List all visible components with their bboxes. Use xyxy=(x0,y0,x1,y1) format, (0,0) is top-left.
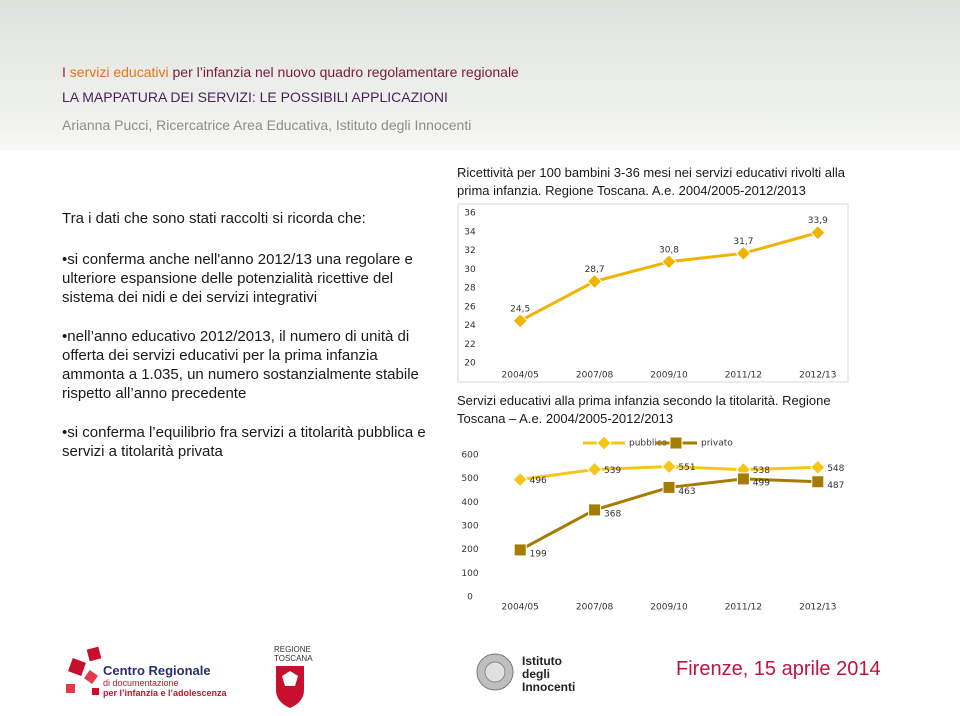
x-tick-label: 2007/08 xyxy=(576,371,614,381)
regione-logo xyxy=(276,666,304,708)
data-label: 199 xyxy=(530,549,547,559)
y-tick-label: 30 xyxy=(464,265,476,275)
marker xyxy=(810,224,826,241)
data-label: 30,8 xyxy=(659,245,679,255)
marker xyxy=(662,480,676,494)
data-label: 538 xyxy=(753,466,770,476)
chart-title: Servizi educativi alla prima infanzia se… xyxy=(457,393,831,426)
data-label: 496 xyxy=(530,476,547,486)
x-tick-label: 2011/12 xyxy=(725,371,762,381)
marker xyxy=(588,503,602,517)
bullet: si conferma anche nell'anno 2012/13 una … xyxy=(62,250,427,307)
title-part: per l’infanzia nel nuovo quadro regolame… xyxy=(172,64,519,80)
chart-title: Ricettività per 100 bambini 3-36 mesi ne… xyxy=(457,165,846,198)
data-label: 487 xyxy=(827,481,844,491)
x-tick-label: 2004/05 xyxy=(502,371,539,381)
x-tick-label: 2009/10 xyxy=(650,603,688,613)
marker xyxy=(512,471,528,488)
title-part: servizi educativi xyxy=(69,64,169,80)
data-label: 24,5 xyxy=(510,304,530,314)
slide-title: I servizi educativi per l’infanzia nel n… xyxy=(62,64,519,80)
centro-sub: di documentazione xyxy=(103,678,179,688)
x-tick-label: 2004/05 xyxy=(502,603,539,613)
y-tick-label: 22 xyxy=(464,340,475,350)
data-label: 31,7 xyxy=(733,237,753,247)
y-tick-label: 20 xyxy=(464,359,476,369)
title-part: I xyxy=(62,64,66,80)
centro-name: Centro Regionale xyxy=(103,663,211,678)
y-tick-label: 0 xyxy=(467,593,473,603)
bullet: si conferma l’equilibrio fra servizi a t… xyxy=(62,423,427,461)
y-tick-label: 36 xyxy=(464,209,476,219)
y-tick-label: 500 xyxy=(461,474,478,484)
marker xyxy=(661,458,677,475)
y-tick-label: 400 xyxy=(461,498,478,508)
marker xyxy=(735,245,752,262)
y-tick-label: 28 xyxy=(464,284,476,294)
istituto-name: Innocenti xyxy=(522,680,576,694)
istituto-name: degli xyxy=(522,667,551,681)
regione-name: TOSCANA xyxy=(274,654,313,663)
regione-name: REGIONE xyxy=(274,645,311,654)
y-tick-label: 600 xyxy=(461,451,478,461)
marker xyxy=(661,254,677,270)
marker xyxy=(512,313,528,329)
marker xyxy=(669,436,683,450)
header-band xyxy=(0,0,960,150)
data-label: 463 xyxy=(678,487,695,497)
bullet: nell’anno educativo 2012/2013, il numero… xyxy=(62,327,427,403)
data-label: 368 xyxy=(604,509,621,519)
slide-subtitle: LA MAPPATURA DEI SERVIZI: LE POSSIBILI A… xyxy=(62,89,448,105)
data-label: 499 xyxy=(753,478,770,488)
centro-logo xyxy=(66,646,102,695)
marker xyxy=(513,543,527,557)
intro: Tra i dati che sono stati raccolti si ri… xyxy=(62,210,366,227)
data-label: 548 xyxy=(827,464,844,474)
x-tick-label: 2012/13 xyxy=(799,603,836,613)
bullet-text: nell’anno educativo 2012/2013, il numero… xyxy=(62,328,419,402)
chart-frame xyxy=(457,203,849,383)
y-tick-label: 200 xyxy=(461,545,478,555)
istituto-name: Istituto xyxy=(522,654,562,668)
y-tick-label: 26 xyxy=(464,302,476,312)
place-date: Firenze, 15 aprile 2014 xyxy=(676,658,881,680)
y-tick-label: 24 xyxy=(464,321,476,331)
marker xyxy=(586,461,603,478)
data-label: 551 xyxy=(678,463,695,473)
data-label: 28,7 xyxy=(585,265,605,275)
x-tick-label: 2009/10 xyxy=(650,371,688,381)
marker xyxy=(810,459,826,476)
x-tick-label: 2007/08 xyxy=(576,603,614,613)
x-tick-label: 2011/12 xyxy=(725,603,762,613)
marker xyxy=(586,273,603,290)
marker xyxy=(736,472,750,486)
authors: Arianna Pucci, Ricercatrice Area Educati… xyxy=(62,117,472,133)
x-tick-label: 2012/13 xyxy=(799,371,836,381)
legend-label: privato xyxy=(701,439,733,449)
bullet-text: si conferma l’equilibrio fra servizi a t… xyxy=(62,424,426,460)
data-label: 33,9 xyxy=(808,216,828,226)
centro-sub: per l’infanzia e l’adolescenza xyxy=(103,688,227,698)
data-label: 539 xyxy=(604,466,621,476)
legend-label: pubblico xyxy=(629,439,668,449)
y-tick-label: 300 xyxy=(461,522,478,532)
y-tick-label: 100 xyxy=(461,569,478,579)
y-tick-label: 34 xyxy=(464,227,476,237)
marker xyxy=(596,435,612,451)
istituto-logo xyxy=(476,653,514,691)
bullet-text: si conferma anche nell'anno 2012/13 una … xyxy=(62,251,413,306)
marker xyxy=(811,475,825,489)
y-tick-label: 32 xyxy=(464,246,475,256)
